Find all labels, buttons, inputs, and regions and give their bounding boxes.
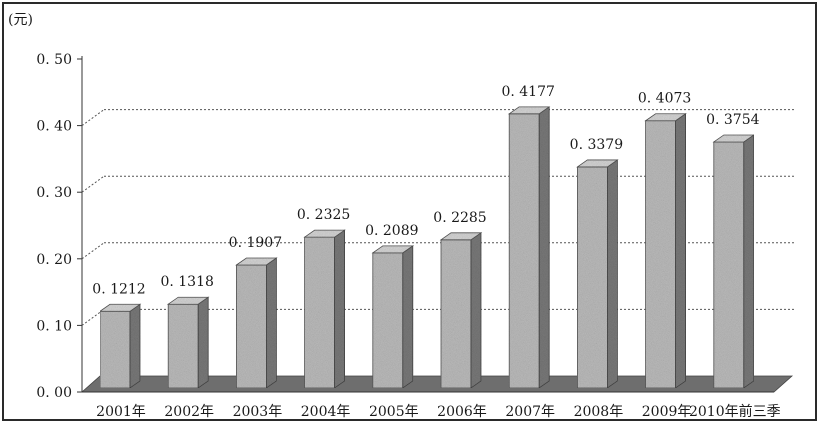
bar-top bbox=[303, 229, 346, 238]
bar-front bbox=[645, 120, 676, 389]
y-unit-label: (元) bbox=[8, 12, 33, 28]
bar bbox=[98, 303, 142, 389]
x-tick-label: 2004年 bbox=[301, 404, 351, 420]
gridline-edge bbox=[81, 109, 105, 127]
bar bbox=[439, 232, 483, 389]
bar-top bbox=[644, 113, 687, 122]
data-label: 0. 1212 bbox=[92, 281, 145, 297]
x-tick-label: 2001年 bbox=[96, 404, 146, 420]
bar-front bbox=[372, 252, 404, 389]
bar bbox=[166, 296, 210, 389]
bar-top bbox=[439, 232, 483, 241]
x-tick-label: 2008年 bbox=[574, 404, 624, 420]
y-axis: 0. 00 0. 10 0. 20 0. 30 0. 40 0. 50 bbox=[36, 52, 83, 401]
bar bbox=[303, 229, 346, 389]
bar-top bbox=[166, 296, 210, 305]
bar-top bbox=[98, 303, 142, 312]
y-tick-label: 0. 10 bbox=[36, 318, 72, 334]
x-tick-label: 2003年 bbox=[233, 404, 283, 420]
bar-chart: (元) 0. 00 0. 10 0. 20 0. 30 0. 40 0. 50 0. 12… bbox=[8, 12, 794, 420]
bar bbox=[712, 134, 756, 389]
gridline-edge bbox=[81, 242, 105, 260]
data-label: 0. 4073 bbox=[638, 91, 691, 107]
bar-front bbox=[235, 264, 267, 389]
bar-top bbox=[235, 257, 278, 266]
x-tick-label: 2005年 bbox=[369, 404, 419, 420]
bar-side bbox=[129, 303, 141, 389]
data-label: 0. 3379 bbox=[570, 137, 623, 153]
bar-top bbox=[507, 106, 551, 115]
bar-front bbox=[167, 303, 199, 389]
gridline-edge bbox=[81, 308, 105, 326]
bar-side bbox=[334, 229, 346, 389]
bar-top bbox=[576, 159, 619, 168]
x-tick-label: 2010年前三季 bbox=[689, 403, 781, 420]
bar-side bbox=[743, 134, 755, 389]
bar-front bbox=[304, 236, 336, 389]
bar-side bbox=[538, 106, 550, 389]
x-tick-label: 2007年 bbox=[505, 404, 555, 420]
bar-front bbox=[99, 310, 131, 389]
bar-front bbox=[577, 166, 608, 389]
chart-frame: (元) 0. 00 0. 10 0. 20 0. 30 0. 40 0. 50 0. 12… bbox=[2, 2, 817, 421]
bar-side bbox=[265, 257, 277, 389]
y-tick-label: 0. 30 bbox=[36, 185, 72, 201]
y-tick-label: 0. 40 bbox=[36, 119, 72, 135]
bar-front bbox=[713, 141, 745, 389]
x-tick-label: 2006年 bbox=[437, 404, 487, 420]
bar-side bbox=[470, 232, 482, 389]
bar-front bbox=[508, 113, 540, 389]
bar bbox=[576, 159, 619, 389]
y-tick-label: 0. 50 bbox=[36, 52, 72, 68]
gridline-edge bbox=[81, 175, 105, 193]
bar bbox=[507, 106, 551, 389]
x-tick-label: 2009年 bbox=[642, 404, 692, 420]
y-tick-label: 0. 00 bbox=[36, 385, 72, 401]
bar bbox=[644, 112, 687, 389]
data-label: 0. 2325 bbox=[297, 207, 350, 223]
bar-side bbox=[675, 112, 686, 389]
bars bbox=[98, 106, 756, 389]
data-label: 0. 4177 bbox=[501, 84, 554, 100]
bar-top bbox=[712, 134, 756, 143]
data-label: 0. 3754 bbox=[706, 112, 760, 128]
bar-side bbox=[607, 159, 618, 389]
bar-front bbox=[440, 239, 472, 389]
data-label: 0. 1907 bbox=[229, 235, 282, 251]
data-label: 0. 1318 bbox=[160, 274, 213, 290]
bar bbox=[371, 245, 415, 389]
bar-top bbox=[371, 245, 415, 254]
x-tick-label: 2002年 bbox=[164, 404, 214, 420]
bar-side bbox=[402, 245, 414, 389]
bar bbox=[235, 257, 278, 389]
y-tick-label: 0. 20 bbox=[36, 252, 72, 268]
bar-side bbox=[197, 296, 209, 389]
data-label: 0. 2285 bbox=[433, 210, 486, 226]
data-label: 0. 2089 bbox=[365, 223, 418, 239]
labels: 0. 1212 2001年 0. 1318 2002年 0. 1907 2003年 0. 2… bbox=[92, 84, 780, 420]
